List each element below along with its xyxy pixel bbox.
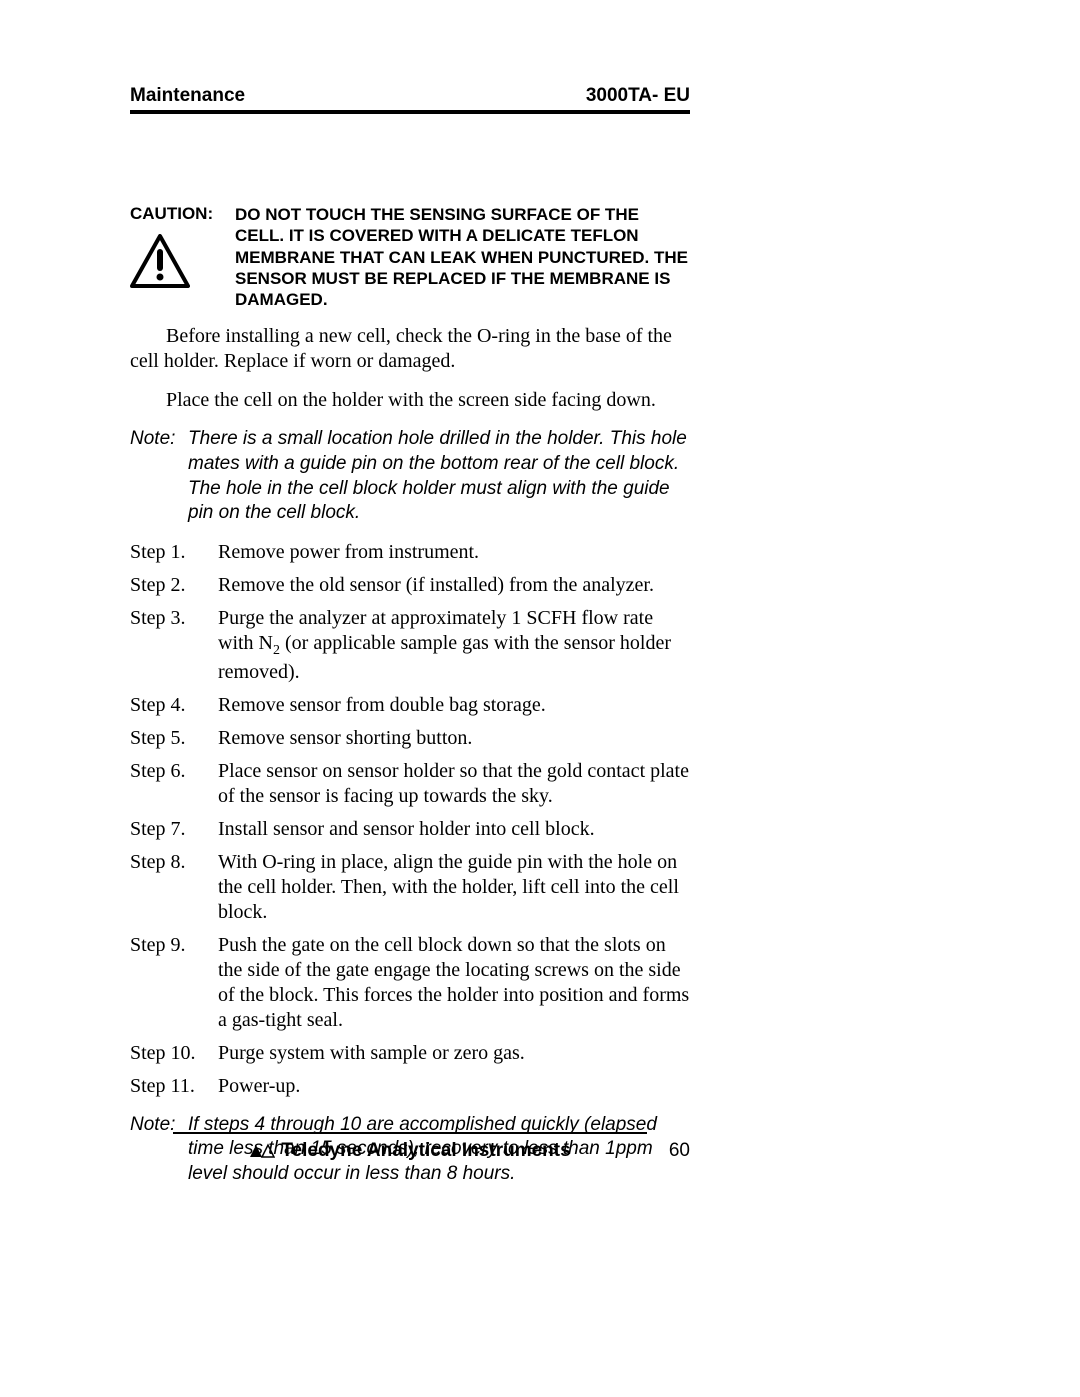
step-label: Step 7. [130,817,218,842]
paragraph-2: Place the cell on the holder with the sc… [130,388,690,413]
step-3: Step 3. Purge the analyzer at approximat… [130,606,690,685]
step-6: Step 6. Place sensor on sensor holder so… [130,759,690,809]
step-text: Remove sensor shorting button. [218,726,690,751]
header-rule [130,110,690,114]
step-7: Step 7. Install sensor and sensor holder… [130,817,690,842]
step-text: With O-ring in place, align the guide pi… [218,850,690,925]
step-11: Step 11. Power-up. [130,1074,690,1099]
caution-block: CAUTION: DO NOT TOUCH THE SENSING SURFAC… [130,204,690,310]
footer-rule [173,1132,647,1134]
step-label: Step 3. [130,606,218,685]
note-1-body: There is a small location hole drilled i… [188,427,690,526]
step-label: Step 11. [130,1074,218,1099]
footer-rule-row [130,1132,690,1134]
footer-company: Teledyne Analytical Instruments [281,1140,570,1162]
step-label: Step 4. [130,693,218,718]
warning-icon [130,234,190,288]
steps-list: Step 1. Remove power from instrument. St… [130,540,690,1099]
step-label: Step 6. [130,759,218,809]
paragraph-1: Before installing a new cell, check the … [130,324,690,374]
step-3-post: (or applicable sample gas with the senso… [218,632,671,683]
step-5: Step 5. Remove sensor shorting button. [130,726,690,751]
step-text: Place sensor on sensor holder so that th… [218,759,690,809]
caution-label: CAUTION: [130,204,235,224]
step-text: Remove power from instrument. [218,540,690,565]
step-2: Step 2. Remove the old sensor (if instal… [130,573,690,598]
step-text: Install sensor and sensor holder into ce… [218,817,690,842]
header-right: 3000TA- EU [586,85,690,107]
step-text: Remove sensor from double bag storage. [218,693,690,718]
step-label: Step 2. [130,573,218,598]
caution-body: DO NOT TOUCH THE SENSING SURFACE OF THE … [235,204,690,310]
step-8: Step 8. With O-ring in place, align the … [130,850,690,925]
step-text: Purge the analyzer at approximately 1 SC… [218,606,690,685]
footer-text-row: Teledyne Analytical Instruments 60 [130,1140,690,1162]
step-text: Push the gate on the cell block down so … [218,933,690,1033]
teledyne-logo-icon [249,1143,275,1159]
step-label: Step 8. [130,850,218,925]
step-1: Step 1. Remove power from instrument. [130,540,690,565]
page-header: Maintenance 3000TA- EU [130,85,690,107]
header-left: Maintenance [130,85,245,107]
step-10: Step 10. Purge system with sample or zer… [130,1041,690,1066]
footer-page-number: 60 [669,1140,690,1162]
step-label: Step 1. [130,540,218,565]
step-9: Step 9. Push the gate on the cell block … [130,933,690,1033]
step-3-sub: 2 [273,643,280,658]
note-1-label: Note: [130,427,188,526]
step-label: Step 5. [130,726,218,751]
step-text: Remove the old sensor (if installed) fro… [218,573,690,598]
step-text: Power-up. [218,1074,690,1099]
step-text: Purge system with sample or zero gas. [218,1041,690,1066]
step-label: Step 9. [130,933,218,1033]
step-label: Step 10. [130,1041,218,1066]
caution-left: CAUTION: [130,204,235,293]
page-footer: Teledyne Analytical Instruments 60 [130,1132,690,1162]
page-content: Maintenance 3000TA- EU CAUTION: DO NOT T… [130,85,690,1187]
step-4: Step 4. Remove sensor from double bag st… [130,693,690,718]
note-1: Note: There is a small location hole dri… [130,427,690,526]
